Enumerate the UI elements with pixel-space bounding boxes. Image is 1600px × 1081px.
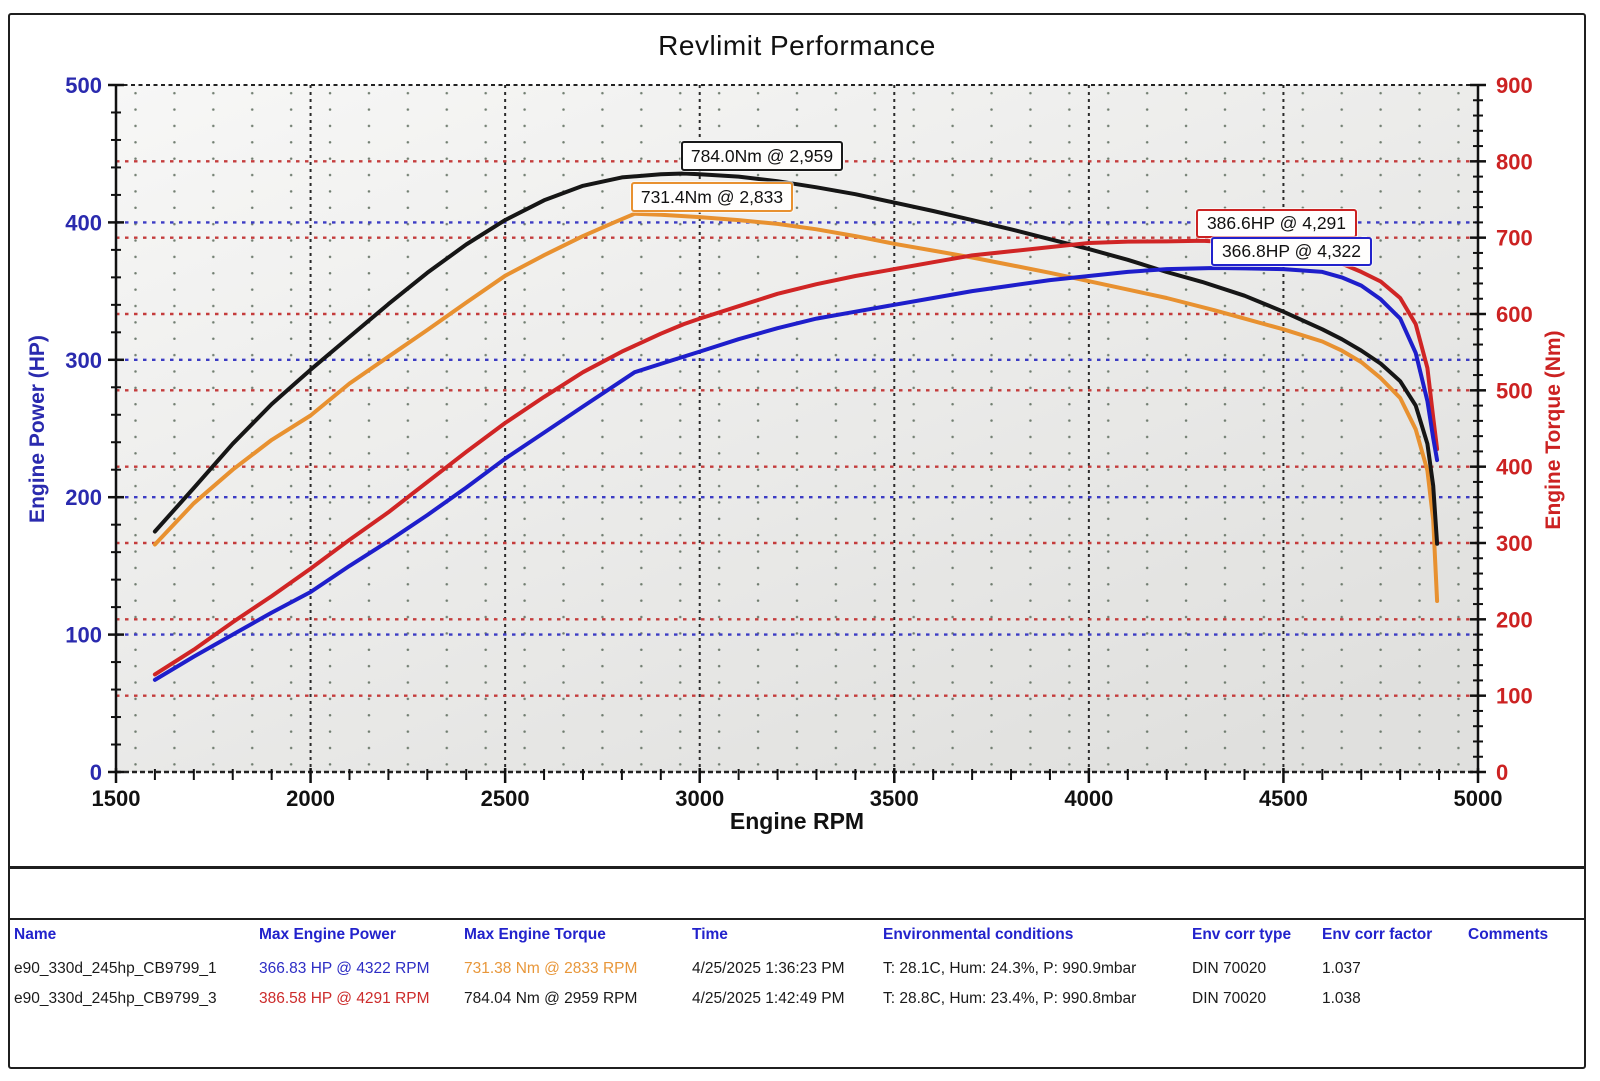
- y-right-tick-label: 500: [1496, 378, 1533, 403]
- y-left-tick-label: 100: [65, 623, 102, 648]
- y-left-tick-label: 400: [65, 210, 102, 235]
- table-row: e90_330d_245hp_CB9799_1 366.83 HP @ 4322 …: [10, 960, 1582, 984]
- y-right-tick-label: 400: [1496, 455, 1533, 480]
- x-tick-label: 4500: [1259, 786, 1308, 811]
- annotation-max-power-run1: 366.8HP @ 4,322: [1211, 237, 1372, 266]
- x-tick-label: 1500: [92, 786, 141, 811]
- annotation-max-torque-run3: 784.0Nm @ 2,959: [681, 141, 843, 171]
- x-axis-label: Engine RPM: [729, 808, 865, 834]
- y-left-tick-label: 300: [65, 348, 102, 373]
- torque-run3-curve: [152, 171, 1440, 546]
- table-header-power: Max Engine Power: [259, 926, 396, 943]
- table-cell-env_corr_type: DIN 70020: [1192, 960, 1267, 977]
- x-tick-label: 2500: [481, 786, 530, 811]
- table-header-env_corr_factor: Env corr factor: [1322, 926, 1433, 943]
- table-cell-env_corr_type: DIN 70020: [1192, 990, 1267, 1007]
- table-header-env: Environmental conditions: [883, 926, 1074, 943]
- x-tick-label: 4000: [1064, 786, 1113, 811]
- minor-grid-dots: [116, 85, 1478, 772]
- results-table: Name Max Engine Power Max Engine Torque Tim…: [10, 920, 1582, 1065]
- y-right-tick-label: 100: [1496, 684, 1533, 709]
- table-header-comments: Comments: [1468, 926, 1549, 943]
- table-cell-power: 386.58 HP @ 4291 RPM: [259, 990, 430, 1007]
- x-tick-label: 5000: [1454, 786, 1503, 811]
- annotation-max-power-run3: 386.6HP @ 4,291: [1196, 209, 1357, 238]
- table-header-time: Time: [692, 926, 728, 943]
- dyno-plot: 1500 2000 2500 3000 3500 4000 4500 500001002003…: [65, 73, 1533, 811]
- table-cell-env_corr_factor: 1.037: [1322, 960, 1361, 977]
- table-cell-power: 366.83 HP @ 4322 RPM: [259, 960, 430, 977]
- y-left-tick-label: 200: [65, 485, 102, 510]
- annotation-max-torque-run1: 731.4Nm @ 2,833: [631, 182, 793, 212]
- table-cell-time: 4/25/2025 1:36:23 PM: [692, 960, 845, 977]
- table-row: e90_330d_245hp_CB9799_3 386.58 HP @ 4291 …: [10, 990, 1582, 1014]
- y-axis-label-left: Engine Power (HP): [26, 335, 49, 523]
- chart-title: Revlimit Performance: [658, 30, 936, 61]
- table-cell-time: 4/25/2025 1:42:49 PM: [692, 990, 845, 1007]
- table-header-env_corr_type: Env corr type: [1192, 926, 1292, 943]
- y-right-tick-label: 0: [1496, 760, 1508, 785]
- table-cell-env: T: 28.1C, Hum: 24.3%, P: 990.9mbar: [883, 960, 1137, 977]
- x-tick-label: 3000: [675, 786, 724, 811]
- table-header-torque: Max Engine Torque: [464, 926, 606, 943]
- x-tick-label: 3500: [870, 786, 919, 811]
- y-axis-label-right: Engine Torque (Nm): [1542, 330, 1565, 530]
- panel-separator-bottom: [8, 918, 1586, 920]
- y-right-tick-label: 800: [1496, 149, 1533, 174]
- table-cell-env_corr_factor: 1.038: [1322, 990, 1361, 1007]
- panel-separator-top: [8, 866, 1586, 869]
- power-run1-curve: [152, 266, 1440, 682]
- y-right-tick-label: 700: [1496, 226, 1533, 251]
- power-run3-curve: [152, 238, 1440, 677]
- y-right-tick-label: 900: [1496, 73, 1533, 98]
- table-cell-env: T: 28.8C, Hum: 23.4%, P: 990.8mbar: [883, 990, 1137, 1007]
- table-cell-torque: 731.38 Nm @ 2833 RPM: [464, 960, 638, 977]
- y-left-tick-label: 0: [90, 760, 102, 785]
- table-cell-name: e90_330d_245hp_CB9799_1: [14, 960, 217, 977]
- y-left-tick-label: 500: [65, 73, 102, 98]
- y-right-tick-label: 600: [1496, 302, 1533, 327]
- table-cell-name: e90_330d_245hp_CB9799_3: [14, 990, 217, 1007]
- table-header-name: Name: [14, 926, 57, 943]
- torque-run1-curve: [152, 211, 1440, 603]
- y-right-tick-label: 200: [1496, 607, 1533, 632]
- x-tick-label: 2000: [286, 786, 335, 811]
- table-cell-torque: 784.04 Nm @ 2959 RPM: [464, 990, 638, 1007]
- y-right-tick-label: 300: [1496, 531, 1533, 556]
